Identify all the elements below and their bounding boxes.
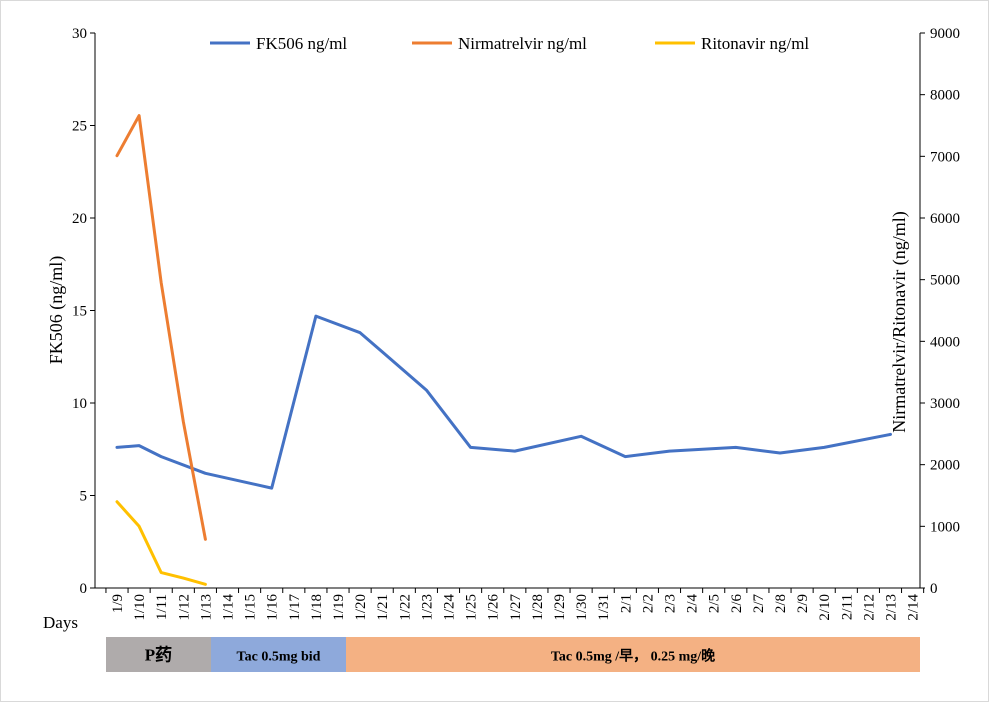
- y-right-tick-label: 8000: [930, 88, 960, 104]
- x-tick-label: 1/12: [176, 594, 192, 621]
- x-tick-label: 2/5: [707, 594, 723, 613]
- x-tick-label: 1/11: [154, 594, 170, 620]
- series-line: [115, 500, 207, 586]
- x-tick-label: 1/13: [198, 594, 214, 621]
- treatment-band-label: Tac 0.5mg bid: [237, 650, 321, 665]
- x-tick-label: 2/12: [861, 594, 877, 621]
- x-tick-label: 2/7: [751, 594, 767, 614]
- y-right-tick-label: 7000: [930, 149, 960, 165]
- x-tick-label: 1/29: [552, 594, 568, 621]
- y-left-tick-label: 25: [72, 119, 87, 135]
- x-tick-label: 1/21: [375, 594, 391, 621]
- y-left-tick-label: 30: [72, 26, 87, 42]
- x-tick-label: 1/26: [486, 594, 502, 621]
- y-right-tick-label: 2000: [930, 458, 960, 474]
- x-tick-label: 2/3: [663, 594, 679, 613]
- y-right-tick-label: 1000: [930, 519, 960, 535]
- y-right-tick-label: 5000: [930, 273, 960, 289]
- x-tick-label: 2/14: [906, 594, 922, 621]
- y-left-tick-label: 5: [80, 489, 88, 505]
- x-tick-label: 1/31: [596, 594, 612, 621]
- y-right-tick-label: 6000: [930, 211, 960, 227]
- y-left-tick-label: 0: [80, 581, 88, 597]
- x-tick-label: 2/2: [640, 594, 656, 613]
- x-tick-label: 2/13: [884, 594, 900, 621]
- x-tick-label: 1/16: [265, 594, 281, 621]
- y-right-tick-label: 9000: [930, 26, 960, 42]
- x-tick-label: 2/4: [685, 594, 701, 614]
- y-axis-left-label: FK506 (ng/ml): [46, 256, 67, 365]
- x-tick-label: 1/15: [243, 594, 259, 621]
- x-tick-label: 1/24: [442, 594, 458, 621]
- x-tick-label: 2/8: [773, 594, 789, 613]
- axes-group: 0 5 10 15 20 25 30 0 1000 2000 3000 4000 5000 6000 700…: [72, 26, 960, 621]
- y-right-tick-label: 0: [930, 581, 938, 597]
- series-line: [115, 114, 207, 541]
- y-axis-right-label: Nirmatrelvir/Ritonavir (ng/ml): [889, 211, 910, 432]
- x-tick-label: 1/19: [331, 594, 347, 621]
- treatment-bands: P药 Tac 0.5mg bid Tac 0.5mg /早， 0.25 mg/晚: [106, 637, 920, 672]
- x-tick-label: 2/9: [795, 594, 811, 613]
- x-tick-label: 2/10: [817, 594, 833, 621]
- x-tick-label: 1/10: [132, 594, 148, 621]
- legend-label: Nirmatrelvir ng/ml: [458, 34, 587, 53]
- x-tick-label: 1/17: [287, 594, 303, 621]
- treatment-band-label: Tac 0.5mg /早， 0.25 mg/晚: [551, 648, 715, 665]
- series-group: [115, 114, 892, 586]
- x-tick-label: 1/14: [221, 594, 237, 621]
- y-left-tick-label: 20: [72, 211, 87, 227]
- x-tick-label: 2/1: [618, 594, 634, 613]
- x-tick-label: 1/28: [530, 594, 546, 621]
- treatment-band-label: P药: [145, 645, 172, 665]
- treatment-band: [211, 637, 346, 672]
- y-left-tick-label: 15: [72, 304, 87, 320]
- y-right-tick-label: 4000: [930, 334, 960, 350]
- x-tick-label: 1/30: [574, 594, 590, 621]
- y-left-tick-label: 10: [72, 396, 87, 412]
- x-tick-label: 1/27: [508, 594, 524, 621]
- y-right-tick-label: 3000: [930, 396, 960, 412]
- x-tick-label: 1/23: [419, 594, 435, 621]
- legend: FK506 ng/ml Nirmatrelvir ng/ml Ritonavir n…: [210, 34, 809, 53]
- x-tick-label: 2/11: [839, 594, 855, 620]
- x-tick-label: 1/20: [353, 594, 369, 621]
- legend-label: FK506 ng/ml: [256, 34, 347, 53]
- treatment-band: [346, 637, 920, 672]
- x-tick-label: 1/22: [397, 594, 413, 621]
- x-tick-label: 2/6: [729, 594, 745, 614]
- x-tick-label: 1/25: [464, 594, 480, 621]
- legend-label: Ritonavir ng/ml: [701, 34, 809, 53]
- x-tick-label: 1/9: [110, 594, 126, 613]
- treatment-band: [106, 637, 211, 672]
- x-tick-label: 1/18: [309, 594, 325, 621]
- x-axis-label: Days: [43, 613, 78, 632]
